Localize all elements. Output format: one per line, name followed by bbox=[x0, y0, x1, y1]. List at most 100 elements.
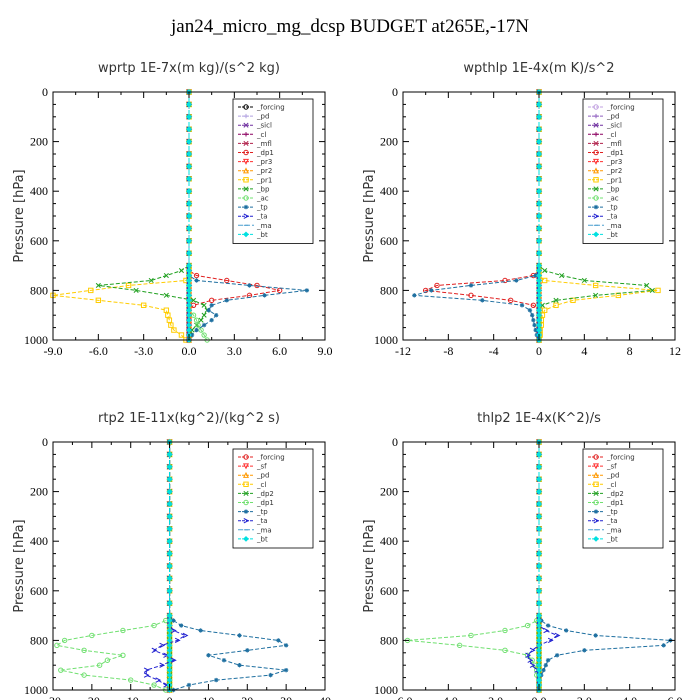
data-point bbox=[221, 658, 227, 663]
y-tick-label: 0 bbox=[392, 435, 398, 449]
chart-panel-rtp2: rtp2 1E-11x(kg^2)/(kg^2 s) Pressure [hPa]… bbox=[12, 411, 331, 700]
series-line-dp1 bbox=[423, 92, 540, 340]
data-point bbox=[536, 200, 542, 207]
data-point bbox=[194, 278, 199, 283]
legend-label: _dp2 bbox=[256, 490, 274, 498]
legend-label: _sicl bbox=[256, 122, 272, 130]
data-point bbox=[412, 293, 417, 298]
data-point bbox=[553, 302, 559, 308]
data-point bbox=[532, 322, 537, 328]
legend-label: _bt bbox=[256, 231, 268, 239]
y-tick-label: 200 bbox=[380, 485, 398, 499]
data-point bbox=[214, 313, 219, 318]
y-tick-label: 600 bbox=[380, 584, 398, 598]
data-point bbox=[541, 277, 548, 284]
data-point bbox=[186, 163, 192, 170]
data-point bbox=[201, 322, 207, 328]
legend-marker bbox=[593, 490, 599, 496]
data-point bbox=[536, 175, 542, 182]
legend-label: _bp bbox=[606, 185, 620, 193]
x-tick-label: -8 bbox=[443, 344, 453, 358]
data-point bbox=[268, 672, 273, 678]
data-point bbox=[536, 151, 542, 157]
data-point bbox=[649, 287, 655, 293]
data-point bbox=[554, 632, 561, 639]
data-point bbox=[140, 302, 147, 308]
data-point bbox=[166, 317, 173, 323]
x-tick-label: 8 bbox=[627, 344, 633, 358]
legend-label: _bt bbox=[606, 535, 618, 543]
data-point bbox=[541, 307, 548, 313]
y-axis-label: Pressure [hPa] bbox=[362, 169, 377, 262]
series-line-dp1 bbox=[407, 442, 540, 690]
data-point bbox=[198, 628, 203, 633]
legend-label: _dp1 bbox=[606, 499, 624, 507]
data-point bbox=[171, 627, 177, 634]
data-point bbox=[661, 643, 666, 648]
data-point bbox=[214, 677, 219, 683]
data-point bbox=[166, 488, 173, 495]
legend: _forcing_pd_sicl_cl_mfl_dp1_pr3_pr2_pr1_… bbox=[582, 98, 664, 244]
data-point bbox=[151, 622, 157, 629]
data-point bbox=[536, 188, 542, 195]
legend-marker bbox=[243, 149, 249, 156]
data-point bbox=[502, 627, 508, 634]
data-point bbox=[456, 642, 463, 649]
x-tick-label: 9.0 bbox=[318, 344, 333, 358]
data-point bbox=[209, 303, 214, 308]
legend-marker bbox=[593, 509, 599, 514]
legend-label: _ma bbox=[256, 222, 272, 230]
data-point bbox=[224, 298, 229, 303]
y-tick-label: 200 bbox=[30, 485, 48, 499]
series-group bbox=[50, 88, 310, 344]
data-point bbox=[536, 476, 542, 483]
data-point bbox=[166, 563, 173, 569]
data-point bbox=[536, 550, 542, 557]
legend-marker bbox=[243, 122, 249, 128]
x-tick-label: 2.0 bbox=[577, 694, 592, 700]
data-point bbox=[201, 332, 207, 338]
legend-label: _pd bbox=[256, 113, 269, 121]
data-point bbox=[480, 298, 485, 303]
data-point bbox=[179, 623, 184, 628]
x-tick-label: 0 bbox=[536, 344, 542, 358]
data-point bbox=[178, 332, 185, 338]
data-point bbox=[536, 513, 542, 520]
y-tick-label: 400 bbox=[30, 184, 48, 198]
x-tick-label: 40 bbox=[319, 694, 331, 700]
data-point bbox=[529, 647, 536, 653]
legend-label: _tp bbox=[606, 204, 618, 212]
data-point bbox=[468, 632, 474, 639]
data-point bbox=[186, 101, 192, 108]
data-point bbox=[283, 667, 289, 673]
y-tick-label: 200 bbox=[30, 135, 48, 149]
data-point bbox=[593, 633, 598, 638]
panel-title: wpthlp 1E-4x(m K)/s^2 bbox=[463, 61, 614, 76]
legend-label: _pd bbox=[256, 472, 269, 480]
y-axis-label: Pressure [hPa] bbox=[12, 169, 27, 262]
x-tick-label: 12 bbox=[669, 344, 681, 358]
data-point bbox=[120, 652, 126, 658]
data-point bbox=[564, 628, 569, 633]
data-point bbox=[262, 293, 267, 298]
y-tick-label: 1000 bbox=[24, 333, 48, 347]
y-tick-label: 0 bbox=[392, 85, 398, 99]
legend-label: _dp2 bbox=[606, 490, 624, 498]
data-point bbox=[527, 308, 533, 313]
legend-marker bbox=[593, 231, 599, 238]
data-point bbox=[186, 126, 192, 133]
legend-marker bbox=[243, 490, 249, 496]
data-point bbox=[201, 312, 207, 318]
legend-marker bbox=[242, 463, 250, 470]
y-tick-label: 0 bbox=[42, 85, 48, 99]
legend-box bbox=[232, 448, 314, 549]
x-tick-label: -6.0 bbox=[394, 694, 413, 700]
data-point bbox=[543, 627, 550, 634]
data-point bbox=[186, 213, 192, 219]
data-point bbox=[206, 308, 211, 313]
legend-marker bbox=[593, 104, 599, 110]
data-point bbox=[507, 297, 514, 304]
x-tick-label: 6.0 bbox=[272, 344, 287, 358]
legend-label: _pr2 bbox=[606, 167, 622, 175]
data-point bbox=[502, 647, 508, 654]
